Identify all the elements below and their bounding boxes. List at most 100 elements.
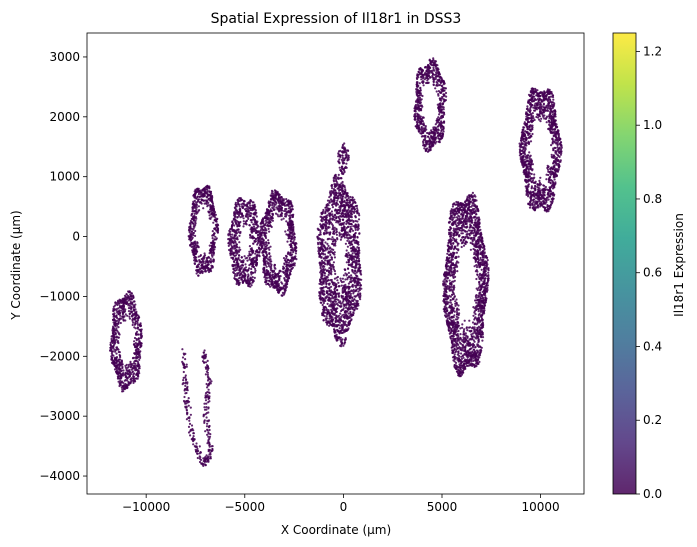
data-point (211, 244, 214, 247)
data-point (241, 276, 244, 279)
data-point (264, 216, 267, 219)
data-point (252, 271, 255, 274)
data-point (347, 204, 350, 207)
data-point (358, 282, 361, 285)
data-point (130, 364, 133, 367)
data-point (243, 278, 246, 281)
data-point (324, 206, 327, 209)
data-point (322, 216, 325, 219)
data-point (328, 199, 331, 202)
data-point (116, 330, 119, 333)
data-point (278, 270, 281, 273)
data-point (340, 284, 343, 287)
data-point (326, 275, 329, 278)
data-point (236, 211, 239, 214)
data-point (322, 257, 325, 260)
data-point (134, 317, 137, 320)
data-point (335, 216, 338, 220)
data-point (331, 226, 335, 229)
data-point (122, 384, 126, 387)
data-point (194, 221, 197, 224)
data-point (289, 224, 292, 227)
data-point (197, 210, 200, 213)
data-point (237, 256, 240, 259)
data-point (139, 324, 142, 327)
data-point (246, 216, 249, 219)
data-point (285, 265, 288, 268)
data-point (326, 262, 329, 265)
data-point (130, 292, 133, 295)
data-point (356, 207, 359, 210)
data-point (284, 215, 287, 218)
data-point (420, 135, 423, 138)
data-point (354, 223, 357, 226)
data-point (335, 292, 338, 295)
data-point (251, 281, 254, 284)
data-point (357, 246, 360, 249)
data-point (320, 243, 323, 246)
data-point (139, 342, 142, 345)
data-point (253, 271, 257, 274)
data-point (352, 288, 355, 291)
data-point (207, 263, 210, 266)
data-point (130, 311, 133, 314)
data-point (239, 270, 242, 273)
data-point (320, 256, 323, 259)
data-point (195, 208, 198, 211)
data-point (251, 259, 254, 262)
data-point (333, 174, 336, 177)
data-point (269, 277, 272, 281)
tissue-section (316, 173, 363, 348)
data-point (213, 232, 216, 235)
data-point (280, 196, 283, 199)
data-point (117, 322, 120, 325)
data-point (349, 316, 352, 319)
data-point (113, 341, 117, 344)
data-point (334, 320, 337, 323)
data-point (324, 272, 327, 275)
data-point (264, 256, 267, 259)
data-point (347, 225, 350, 228)
data-point (282, 257, 286, 260)
data-point (119, 314, 122, 317)
data-point (338, 301, 342, 304)
data-point (327, 282, 331, 285)
data-point (345, 314, 349, 317)
data-point (273, 189, 276, 192)
data-point (352, 277, 355, 280)
data-point (330, 258, 334, 261)
data-point (123, 310, 127, 313)
data-point (354, 216, 357, 219)
data-point (133, 309, 136, 312)
data-point (356, 275, 359, 278)
data-point (258, 230, 261, 233)
data-point (338, 233, 341, 236)
data-point (330, 210, 333, 213)
data-point (255, 215, 258, 218)
data-point (321, 303, 324, 307)
data-point (194, 216, 198, 219)
data-point (262, 242, 265, 245)
data-point (132, 381, 135, 384)
data-point (284, 230, 287, 233)
data-point (200, 198, 203, 201)
data-point (351, 199, 355, 202)
data-point (237, 198, 240, 201)
data-point (269, 285, 272, 288)
data-point (248, 252, 251, 255)
data-point (328, 233, 331, 236)
data-point (291, 214, 294, 217)
data-point (240, 267, 243, 270)
data-point (285, 280, 288, 284)
data-point (324, 285, 327, 288)
data-point (115, 308, 118, 311)
data-point (267, 258, 270, 261)
data-point (128, 315, 131, 318)
data-point (190, 241, 193, 245)
data-point (231, 247, 234, 250)
data-point (330, 267, 333, 270)
data-point (332, 230, 336, 233)
data-point (346, 157, 349, 160)
data-point (138, 340, 141, 343)
data-point (262, 220, 265, 223)
